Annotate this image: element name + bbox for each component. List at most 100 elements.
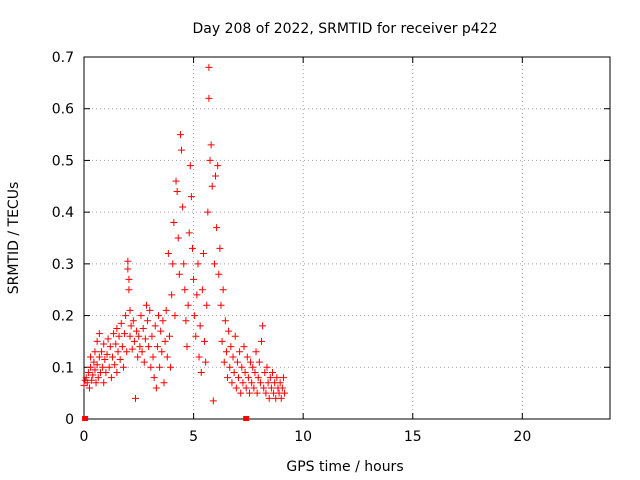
data-point xyxy=(95,353,103,361)
data-point xyxy=(111,361,119,369)
data-point xyxy=(121,330,129,338)
data-point xyxy=(91,348,99,356)
data-point xyxy=(231,332,239,340)
data-point xyxy=(142,301,150,309)
data-point xyxy=(89,371,97,379)
data-point xyxy=(113,325,121,332)
data-point xyxy=(169,260,177,268)
data-point xyxy=(254,374,262,382)
data-point xyxy=(85,384,93,392)
data-point xyxy=(191,312,199,320)
data-point xyxy=(92,379,100,387)
data-point xyxy=(258,337,266,345)
data-point xyxy=(192,332,200,340)
data-point xyxy=(248,379,256,387)
data-point xyxy=(228,379,236,387)
data-point xyxy=(205,94,213,102)
data-point xyxy=(83,379,91,387)
data-point xyxy=(98,348,106,356)
data-point xyxy=(194,260,202,268)
data-point xyxy=(202,358,210,366)
data-points xyxy=(80,63,289,405)
data-point xyxy=(207,141,215,149)
data-point xyxy=(237,389,245,397)
data-point xyxy=(125,286,133,294)
data-point xyxy=(182,317,190,325)
data-point xyxy=(137,312,145,320)
data-point xyxy=(87,353,95,361)
data-point xyxy=(215,270,223,278)
data-point xyxy=(95,330,103,338)
data-point xyxy=(263,363,271,371)
data-point xyxy=(118,343,126,351)
data-point xyxy=(281,389,289,397)
data-point xyxy=(113,368,121,376)
data-point xyxy=(179,203,187,211)
data-point xyxy=(217,301,225,309)
data-point xyxy=(99,363,107,371)
data-point xyxy=(249,363,257,371)
data-point xyxy=(124,257,132,265)
data-point xyxy=(168,291,176,299)
data-point xyxy=(164,250,172,258)
data-point xyxy=(239,379,247,387)
data-point xyxy=(224,374,232,382)
data-point xyxy=(117,319,125,327)
data-point xyxy=(265,394,273,402)
data-point xyxy=(100,340,108,348)
data-point xyxy=(114,348,122,356)
data-point xyxy=(273,374,281,382)
data-point xyxy=(156,363,164,371)
data-point xyxy=(250,384,258,392)
data-point xyxy=(152,384,160,392)
data-point xyxy=(232,384,240,392)
data-point xyxy=(206,156,214,164)
data-point xyxy=(165,332,173,340)
data-point xyxy=(188,244,196,252)
plot-area-border xyxy=(83,56,611,420)
data-point xyxy=(262,389,270,397)
axis-ticks: 0 0.1 0.2 0.3 0.4 0.5 0.6 0.7 0 5 10 15 20 xyxy=(52,50,610,445)
baseline-markers xyxy=(82,416,250,421)
data-point xyxy=(230,368,238,376)
data-point xyxy=(175,270,183,278)
data-point xyxy=(233,358,241,366)
x-tick-label: 5 xyxy=(189,429,198,445)
data-point xyxy=(227,343,235,351)
data-point xyxy=(146,306,154,314)
data-point xyxy=(220,358,228,366)
data-point xyxy=(180,260,188,268)
data-point xyxy=(277,394,285,402)
data-point xyxy=(186,162,194,170)
data-point xyxy=(235,374,243,382)
chart-title: Day 208 of 2022, SRMTID for receiver p42… xyxy=(192,21,497,37)
data-point xyxy=(126,306,134,314)
x-tick-label: 20 xyxy=(513,429,531,445)
data-point xyxy=(229,353,237,361)
data-point xyxy=(145,343,153,351)
data-point xyxy=(261,368,269,376)
data-point xyxy=(221,317,229,325)
data-point xyxy=(174,234,182,242)
x-tick-label: 15 xyxy=(404,429,422,445)
data-point xyxy=(91,366,99,374)
data-point xyxy=(225,327,233,335)
x-tick-label: 0 xyxy=(80,429,89,445)
data-point xyxy=(264,379,272,387)
data-point xyxy=(213,224,221,232)
data-point xyxy=(238,363,246,371)
data-point xyxy=(148,332,156,340)
data-point xyxy=(100,379,108,387)
data-point xyxy=(112,340,120,348)
data-point xyxy=(127,322,135,330)
data-point xyxy=(181,286,189,294)
data-point xyxy=(140,358,148,366)
data-point xyxy=(153,343,161,351)
data-point xyxy=(110,330,118,338)
data-point xyxy=(125,275,133,283)
data-point xyxy=(203,301,211,309)
baseline-marker xyxy=(243,416,250,421)
data-point xyxy=(115,332,123,340)
